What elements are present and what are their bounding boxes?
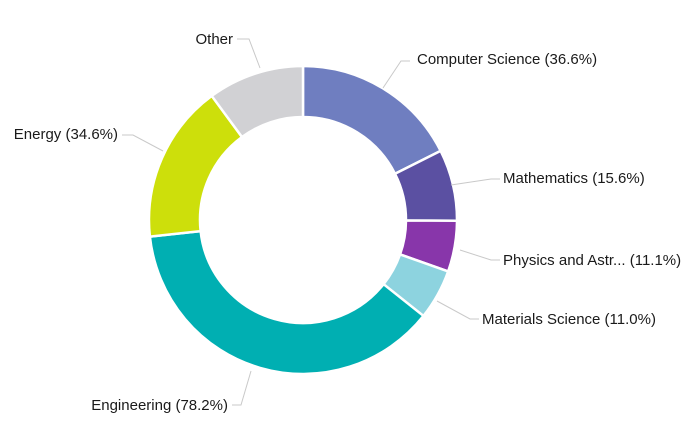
leader-lines: [122, 38, 500, 406]
leader-line-engineering: [232, 370, 252, 406]
leader-line-materials: [436, 300, 479, 320]
label-other: Other: [195, 31, 233, 48]
label-mathematics: Mathematics (15.6%): [503, 170, 645, 187]
leader-line-physics: [459, 249, 500, 261]
label-energy: Energy (34.6%): [13, 126, 118, 143]
slice-engineering[interactable]: [148, 229, 425, 376]
label-engineering: Engineering (78.2%): [91, 397, 228, 414]
label-materials: Materials Science (11.0%): [482, 311, 656, 328]
leader-line-energy: [122, 134, 164, 152]
slice-other[interactable]: [210, 64, 305, 139]
slice-computer-science[interactable]: [301, 64, 442, 175]
label-physics: Physics and Astr... (11.1%): [503, 252, 682, 269]
leader-line-other: [237, 38, 261, 69]
leader-line-computer-science: [382, 60, 410, 89]
label-computer-science: Computer Science (36.6%): [417, 51, 598, 68]
donut-slices: [147, 64, 459, 376]
leader-line-mathematics: [450, 178, 500, 186]
